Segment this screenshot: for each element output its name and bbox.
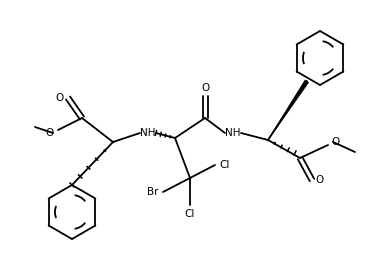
Text: O: O <box>332 137 340 147</box>
Polygon shape <box>113 133 140 143</box>
Text: Cl: Cl <box>220 160 230 170</box>
Text: Cl: Cl <box>185 209 195 219</box>
Polygon shape <box>268 80 309 140</box>
Text: NH: NH <box>140 128 156 138</box>
Text: Br: Br <box>147 187 159 197</box>
Text: NH: NH <box>225 128 241 138</box>
Text: O: O <box>316 175 324 185</box>
Text: O: O <box>46 128 54 138</box>
Text: O: O <box>56 93 64 103</box>
Text: O: O <box>201 83 209 93</box>
